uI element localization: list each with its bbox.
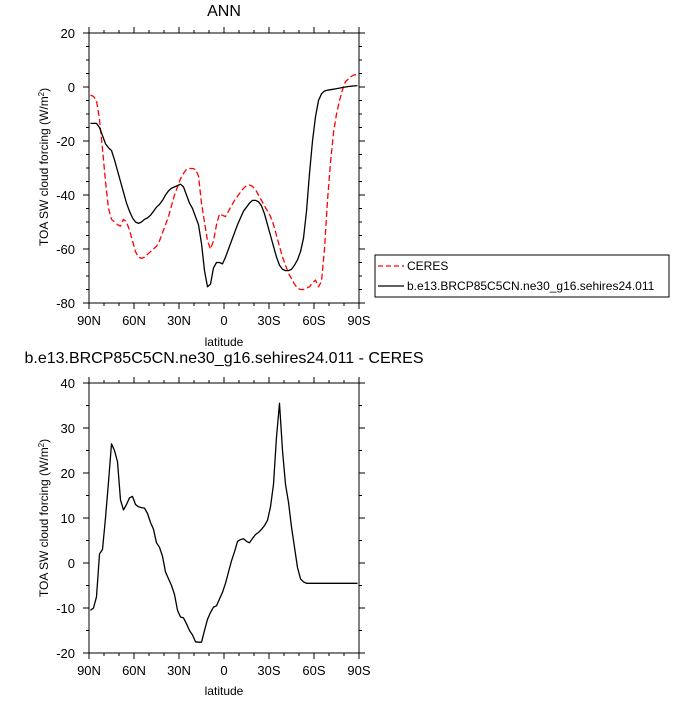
- bottom-y-tick-label: -20: [56, 646, 75, 661]
- bottom-plot-frame: [88, 382, 360, 654]
- bottom-series-group: [90, 402, 358, 643]
- top-x-axis-label: latitude: [205, 335, 244, 349]
- legend-box: [374, 254, 670, 298]
- bottom-y-tick-label: 40: [61, 376, 75, 391]
- bottom-x-tick-label: 90S: [347, 663, 370, 678]
- top-y-tick-label: -40: [56, 188, 75, 203]
- bottom-x-tick-label: 60N: [122, 663, 146, 678]
- top-y-tick-label: -60: [56, 242, 75, 257]
- top-y-tick-label: -80: [56, 296, 75, 311]
- bottom-y-axis-label: TOA SW cloud forcing (W/m2): [37, 439, 52, 597]
- bottom-x-tick-label: 30S: [257, 663, 280, 678]
- top-x-tick-label: 0: [220, 313, 227, 328]
- top-x-tick-label: 30S: [257, 313, 280, 328]
- legend-label-model: b.e13.BRCP85C5CN.ne30_g16.sehires24.011: [407, 279, 655, 293]
- top-y-tick-label: 20: [61, 26, 75, 41]
- bottom-y-tick-label: 30: [61, 421, 75, 436]
- top-panel: ANN TOA SW cloud forcing (W/m2) latitude…: [37, 3, 371, 349]
- bottom-y-tick-label: 10: [61, 511, 75, 526]
- top-y-tick-label: 0: [68, 80, 75, 95]
- top-series-group: [90, 74, 358, 291]
- top-x-tick-label: 30N: [167, 313, 191, 328]
- top-plot-frame: [88, 32, 360, 304]
- bottom-chart-title: b.e13.BRCP85C5CN.ne30_g16.sehires24.011 …: [24, 350, 423, 367]
- top-x-tick-label: 90N: [77, 313, 101, 328]
- bottom-series-line-difference: [90, 402, 358, 643]
- bottom-y-tick-label: 0: [68, 556, 75, 571]
- top-y-tick-label: -20: [56, 134, 75, 149]
- bottom-x-tick-label: 90N: [77, 663, 101, 678]
- top-series-line-model: [90, 84, 358, 288]
- bottom-y-tick-label: 20: [61, 466, 75, 481]
- top-series-line-ceres: [90, 74, 358, 291]
- top-x-tick-label: 60N: [122, 313, 146, 328]
- bottom-x-tick-label: 30N: [167, 663, 191, 678]
- legend-label-ceres: CERES: [407, 259, 448, 273]
- bottom-x-tick-label: 0: [220, 663, 227, 678]
- top-x-tick-label: 60S: [302, 313, 325, 328]
- top-chart-title: ANN: [207, 3, 241, 20]
- top-x-tick-label: 90S: [347, 313, 370, 328]
- bottom-panel: b.e13.BRCP85C5CN.ne30_g16.sehires24.011 …: [24, 350, 423, 698]
- bottom-x-axis-label: latitude: [205, 684, 244, 698]
- bottom-x-tick-label: 60S: [302, 663, 325, 678]
- legend: CERES b.e13.BRCP85C5CN.ne30_g16.sehires2…: [374, 254, 670, 298]
- top-y-axis-label: TOA SW cloud forcing (W/m2): [37, 88, 52, 246]
- bottom-y-tick-label: -10: [56, 601, 75, 616]
